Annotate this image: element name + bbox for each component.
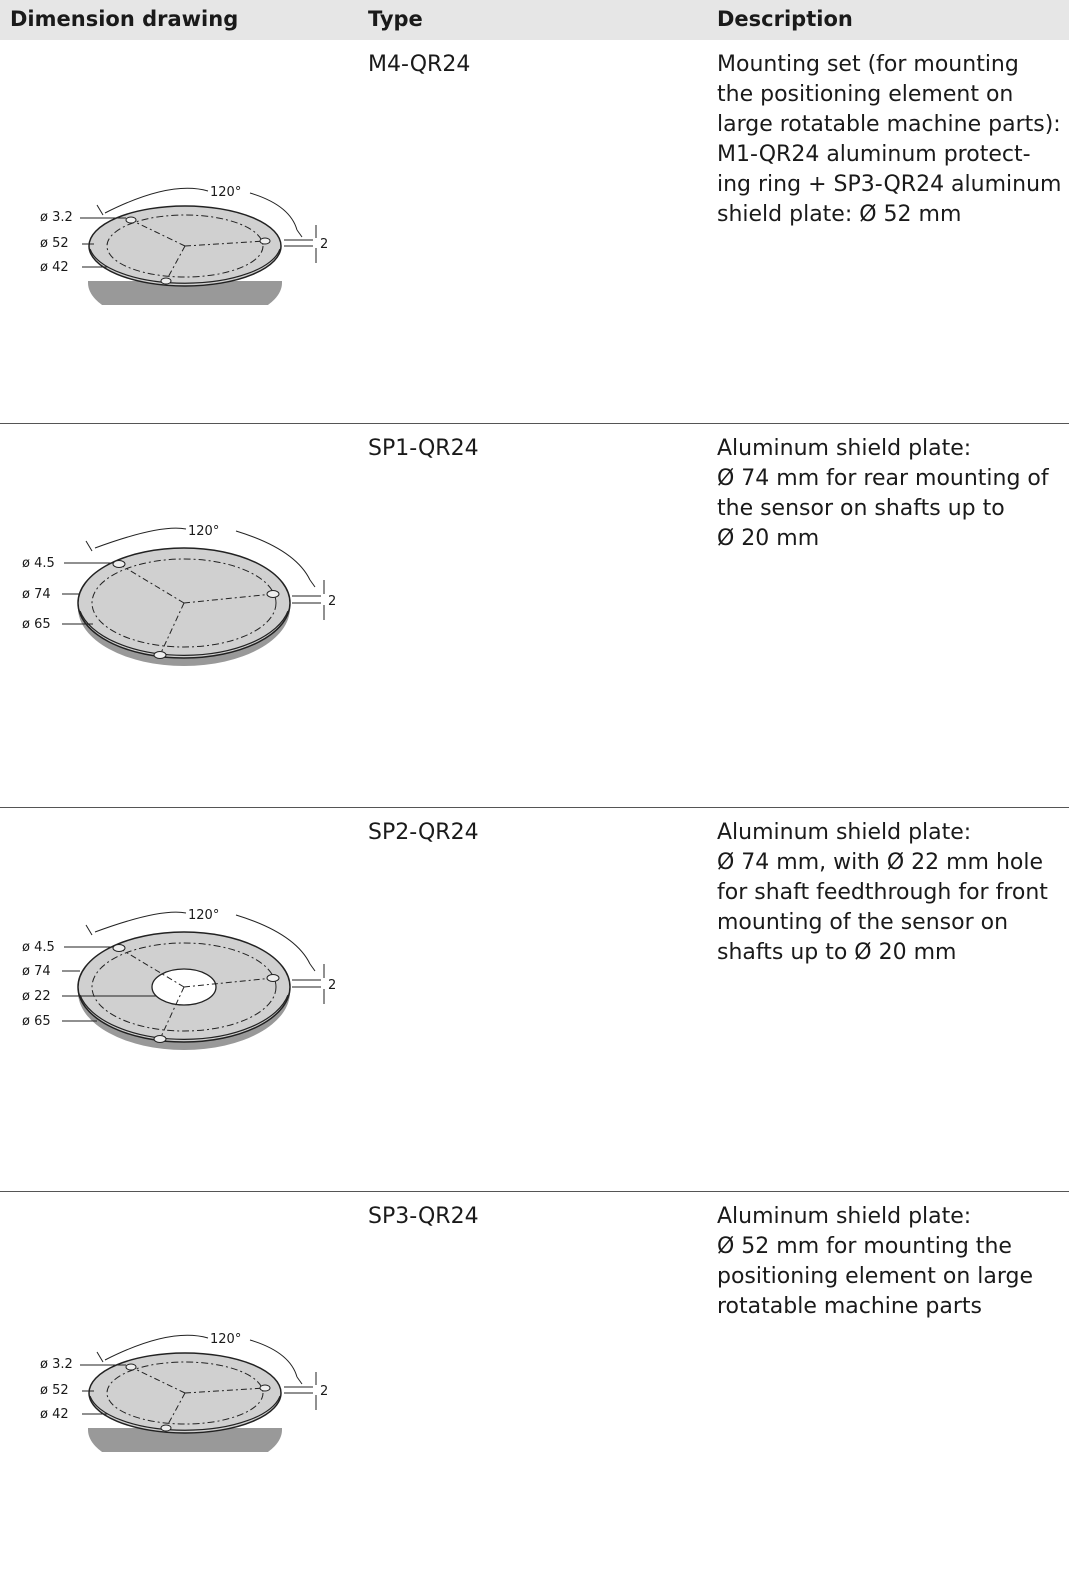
center-hole-diameter-label: ø 22 xyxy=(22,989,51,1004)
description-cell: Aluminum shield plate: Ø 52 mm for mount… xyxy=(717,1204,1034,1319)
dimension-drawing: 120° ø 4.5 ø 74 ø 65 2 xyxy=(22,524,336,666)
outer-diameter-label: ø 52 xyxy=(40,236,69,251)
type-cell: SP1-QR24 xyxy=(368,436,479,461)
type-cell: SP2-QR24 xyxy=(368,820,479,845)
thickness-label: 2 xyxy=(328,978,336,993)
outer-diameter-label: ø 74 xyxy=(22,587,51,602)
dimension-drawing: 120° ø 3.2 ø 52 ø 42 2 xyxy=(40,185,328,305)
plate-large-drawing xyxy=(62,527,325,666)
row-divider xyxy=(0,1191,1069,1192)
plate-with-hole-drawing xyxy=(62,911,325,1050)
angle-label: 120° xyxy=(210,185,241,200)
pitch-diameter-label: ø 42 xyxy=(40,1407,69,1422)
thickness-label: 2 xyxy=(320,237,328,252)
dimension-drawing: 120° ø 4.5 ø 74 ø 22 ø 65 2 xyxy=(22,908,336,1050)
pitch-diameter-label: ø 65 xyxy=(22,1014,51,1029)
outer-diameter-label: ø 74 xyxy=(22,964,51,979)
outer-diameter-label: ø 52 xyxy=(40,1383,69,1398)
angle-label: 120° xyxy=(188,524,219,539)
type-cell: SP3-QR24 xyxy=(368,1204,479,1229)
description-cell: Aluminum shield plate: Ø 74 mm, with Ø 2… xyxy=(717,820,1048,965)
description-cell: Aluminum shield plate: Ø 74 mm for rear … xyxy=(717,436,1049,551)
header-type: Type xyxy=(368,7,423,31)
row-divider xyxy=(0,807,1069,808)
thickness-label: 2 xyxy=(320,1384,328,1399)
header-description: Description xyxy=(717,7,853,31)
dimension-drawing: 120° ø 3.2 ø 52 ø 42 2 xyxy=(40,1332,328,1452)
type-cell: M4-QR24 xyxy=(368,52,471,77)
pitch-diameter-label: ø 42 xyxy=(40,260,69,275)
plate-small-drawing xyxy=(80,187,317,305)
row-divider xyxy=(0,423,1069,424)
hole-diameter-label: ø 4.5 xyxy=(22,940,55,955)
description-cell: Mounting set (for mounting the positioni… xyxy=(717,52,1062,227)
table-header: Dimension drawing Type Description xyxy=(0,0,1069,40)
angle-label: 120° xyxy=(188,908,219,923)
hole-diameter-label: ø 4.5 xyxy=(22,556,55,571)
pitch-diameter-label: ø 65 xyxy=(22,617,51,632)
plate-small-drawing xyxy=(80,1334,317,1452)
angle-label: 120° xyxy=(210,1332,241,1347)
hole-diameter-label: ø 3.2 xyxy=(40,210,73,225)
thickness-label: 2 xyxy=(328,594,336,609)
hole-diameter-label: ø 3.2 xyxy=(40,1357,73,1372)
header-dimension-drawing: Dimension drawing xyxy=(10,7,239,31)
